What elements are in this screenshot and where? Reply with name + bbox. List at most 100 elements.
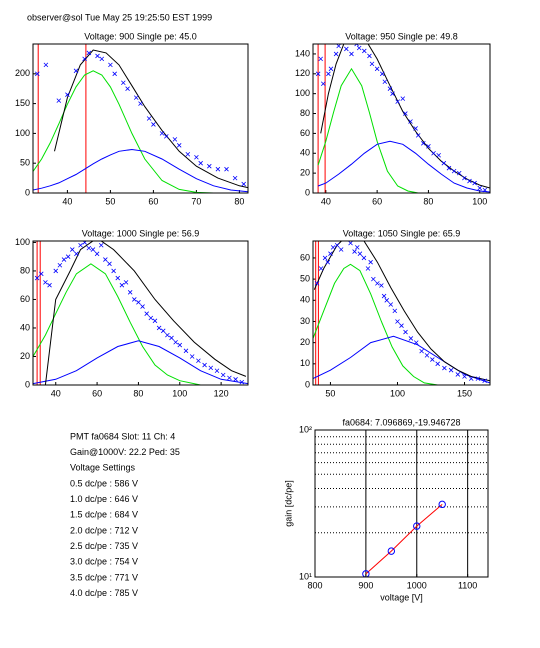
data-point [475, 376, 481, 381]
y-tick-label: 60 [20, 294, 30, 304]
fit-curve [33, 340, 248, 385]
data-point [132, 297, 137, 302]
data-point [233, 377, 238, 382]
plot-area [313, 241, 490, 385]
data-point [357, 251, 363, 256]
data-point [392, 308, 398, 314]
x-tick-label: 800 [307, 580, 322, 590]
data-point [208, 365, 214, 371]
plot-area [313, 44, 490, 193]
fit-line [365, 504, 443, 575]
data-point [47, 282, 52, 288]
data-point [408, 119, 413, 124]
data-point [328, 251, 333, 256]
y-tick-label: 100 [15, 128, 30, 138]
y-tick-label: 200 [15, 68, 30, 78]
x-tick-label: 80 [423, 196, 433, 206]
x-tick-label: 100 [172, 388, 187, 398]
data-point [176, 143, 182, 148]
fit-curve [313, 241, 490, 382]
data-point [446, 165, 452, 171]
data-point [144, 311, 149, 316]
data-point [384, 298, 390, 303]
data-point [318, 56, 323, 62]
data-point [354, 44, 359, 47]
info-line: 2.0 dc/pe : 712 V [70, 525, 138, 535]
data-point [375, 281, 380, 286]
fit-curve [36, 241, 41, 385]
info-line: Voltage Settings [70, 463, 136, 473]
data-point [336, 44, 341, 49]
info-line: PMT fa0684 Slot: 11 Ch: 4 [70, 431, 175, 441]
fit-curve [317, 67, 429, 193]
plot-content [313, 241, 490, 385]
data-point [387, 86, 393, 91]
data-point [462, 175, 467, 181]
y-tick-label: 40 [300, 295, 310, 305]
data-point [183, 348, 189, 354]
data-point [99, 56, 105, 62]
data-point [119, 282, 125, 288]
data-point [169, 335, 174, 341]
data-point [241, 181, 246, 187]
x-tick-label: 80 [133, 388, 143, 398]
x-tick-label: 60 [148, 196, 158, 206]
plot-frame [314, 429, 489, 578]
chart-title: Voltage: 950 Single pe: 49.8 [345, 31, 458, 41]
y-tick-label: 10 [300, 358, 310, 368]
fit-curve [317, 140, 490, 193]
data-point [426, 144, 431, 149]
chart-title: Voltage: 1000 Single pe: 56.9 [82, 228, 200, 238]
y-tick-label: 120 [295, 68, 310, 78]
data-point [467, 178, 472, 184]
info-line: 3.5 dc/pe : 771 V [70, 572, 138, 582]
data-point [369, 61, 375, 67]
x-tick-label: 1000 [407, 580, 427, 590]
data-point [356, 45, 362, 51]
fit-curve [317, 44, 326, 193]
data-point [472, 180, 477, 186]
data-point [69, 247, 75, 252]
y-tick-label: 0 [305, 379, 310, 389]
x-tick-label: 70 [191, 196, 201, 206]
x-tick-label: 100 [390, 388, 405, 398]
data-point [165, 332, 170, 338]
data-point [215, 166, 221, 172]
data-point [207, 163, 212, 169]
x-tick-label: 900 [358, 580, 373, 590]
data-point [415, 133, 421, 138]
y-tick-label: 0 [25, 379, 30, 389]
data-point [413, 126, 418, 131]
data-point [172, 137, 178, 142]
chart-title: Voltage: 1050 Single pe: 65.9 [343, 228, 461, 238]
data-point [325, 259, 331, 265]
y-tick-label: 10² [299, 424, 312, 434]
data-point [112, 71, 117, 77]
x-tick-label: 120 [214, 388, 229, 398]
y-tick-label: 60 [300, 252, 310, 262]
data-point [108, 62, 113, 68]
plot-frame [312, 240, 491, 386]
data-point [431, 150, 436, 156]
data-point [395, 319, 400, 324]
data-point [138, 101, 143, 106]
y-tick-label: 80 [20, 265, 30, 275]
data-point [435, 361, 440, 367]
data-point [352, 249, 357, 254]
data-point [362, 570, 370, 577]
data-point [133, 95, 139, 100]
data-point [441, 160, 447, 166]
data-point [140, 304, 145, 309]
x-tick-label: 40 [51, 388, 61, 398]
data-point [368, 259, 373, 265]
x-tick-label: 100 [472, 196, 487, 206]
data-point [448, 367, 454, 373]
data-point [95, 53, 100, 59]
y-tick-label: 0 [25, 187, 30, 197]
data-point [185, 151, 191, 157]
y-tick-label: 40 [20, 322, 30, 332]
y-tick-label: 150 [15, 98, 30, 108]
data-point [456, 170, 462, 176]
y-tick-label: 0 [305, 187, 310, 197]
